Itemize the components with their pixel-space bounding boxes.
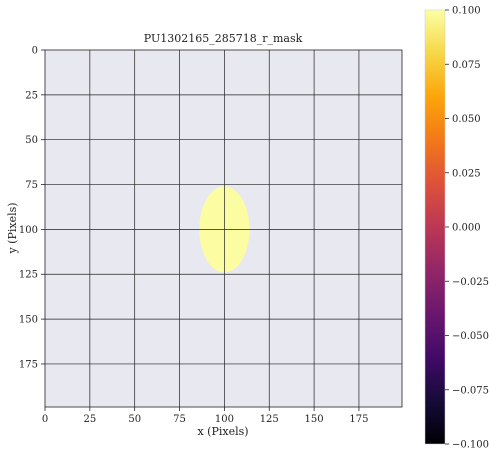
y-axis-ticks: 0 25 50 75 100 125 150 175 <box>19 46 45 370</box>
plot-area <box>44 49 403 408</box>
y-tick-label: 100 <box>19 225 38 236</box>
colorbar-gradient <box>425 10 445 444</box>
x-tick-label: 75 <box>173 414 186 425</box>
colorbar-tick-label: 0.025 <box>452 168 481 179</box>
x-axis-ticks: 0 25 50 75 100 125 150 175 <box>42 407 368 425</box>
chart-title: PU1302165_285718_r_mask <box>144 32 303 45</box>
y-tick-label: 125 <box>19 270 38 281</box>
x-tick-label: 25 <box>83 414 96 425</box>
x-tick-label: 125 <box>260 414 279 425</box>
y-tick-label: 25 <box>25 90 38 101</box>
y-tick-label: 50 <box>25 135 38 146</box>
colorbar-tick-label: 0.100 <box>452 6 481 17</box>
grid-lines <box>45 50 402 407</box>
x-tick-label: 50 <box>128 414 141 425</box>
colorbar-tick-label: 0.050 <box>452 114 481 125</box>
colorbar-ticks: 0.100 0.075 0.050 0.025 0.000 −0.025 −0.050 −0.… <box>445 6 489 451</box>
colorbar-tick-label: −0.050 <box>452 331 489 342</box>
y-tick-label: 175 <box>19 359 38 370</box>
y-tick-label: 150 <box>19 315 38 326</box>
x-tick-label: 175 <box>349 414 368 425</box>
y-axis-label: y (Pixels) <box>6 202 19 254</box>
x-tick-label: 0 <box>42 414 48 425</box>
x-axis-label: x (Pixels) <box>197 425 248 438</box>
colorbar-tick-label: −0.075 <box>452 385 489 396</box>
y-tick-label: 0 <box>32 46 38 57</box>
colorbar-tick-label: 0.075 <box>452 60 481 71</box>
colorbar-tick-label: −0.100 <box>452 440 489 451</box>
colorbar-tick-label: −0.025 <box>452 277 489 288</box>
y-tick-label: 75 <box>25 180 38 191</box>
colorbar-tick-label: 0.000 <box>452 223 481 234</box>
colorbar: 0.100 0.075 0.050 0.025 0.000 −0.025 −0.050 −0.… <box>424 6 489 451</box>
x-tick-label: 100 <box>215 414 234 425</box>
x-tick-label: 150 <box>305 414 324 425</box>
plot-frame <box>44 49 403 408</box>
